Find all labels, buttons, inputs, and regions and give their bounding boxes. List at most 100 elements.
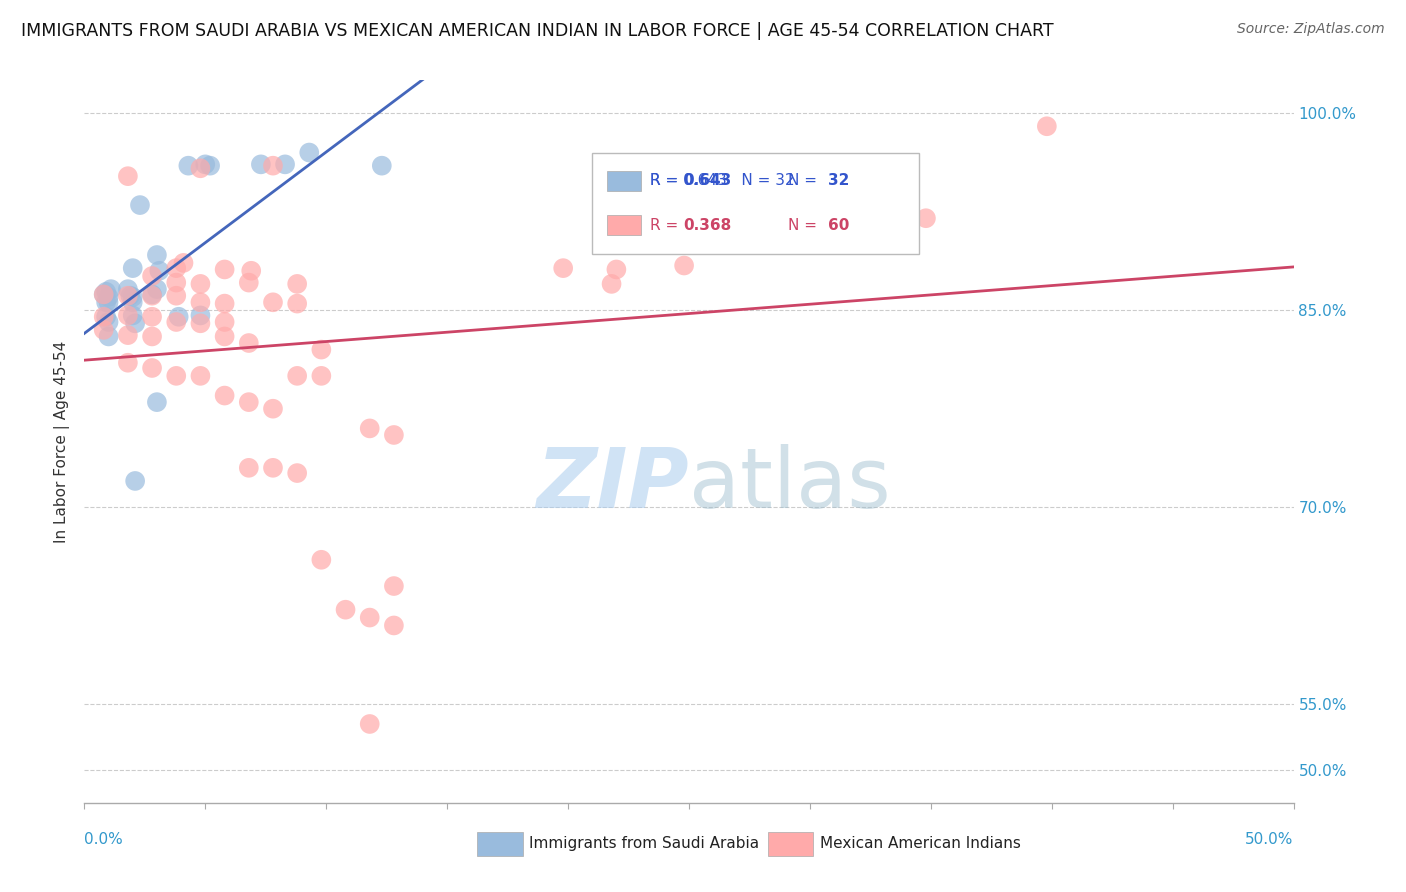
Point (167, 310, 190, 324)
Point (117, 282, 139, 296)
Text: 0.643: 0.643 (683, 173, 731, 188)
Point (141, 310, 163, 324)
Point (298, 145, 321, 160)
Point (198, 159, 221, 173)
Point (146, 282, 169, 296)
Point (121, 295, 143, 310)
Point (148, 264, 170, 278)
Text: Mexican American Indians: Mexican American Indians (820, 837, 1021, 852)
Point (94, 285, 117, 299)
Point (190, 295, 212, 310)
Point (117, 289, 139, 303)
Text: ZIP: ZIP (536, 444, 689, 525)
Point (124, 316, 146, 330)
Point (371, 159, 394, 173)
Text: N =: N = (789, 173, 823, 188)
Point (311, 368, 333, 383)
Point (190, 277, 212, 291)
Point (262, 460, 284, 475)
Point (359, 421, 381, 435)
Point (117, 356, 139, 370)
Text: R = 0.643   N = 32: R = 0.643 N = 32 (650, 173, 794, 188)
Point (117, 169, 139, 184)
Point (238, 460, 260, 475)
Point (121, 290, 143, 304)
Point (97, 295, 120, 310)
Point (117, 309, 139, 323)
Point (177, 159, 200, 173)
Point (214, 388, 236, 402)
Point (285, 277, 308, 291)
Point (240, 264, 263, 278)
Point (121, 261, 143, 276)
Point (673, 259, 696, 273)
Point (146, 248, 169, 262)
Text: Source: ZipAtlas.com: Source: ZipAtlas.com (1237, 22, 1385, 37)
Point (214, 329, 236, 343)
Text: 0.0%: 0.0% (84, 831, 124, 847)
Point (250, 157, 273, 171)
Point (121, 309, 143, 323)
Point (97, 290, 120, 304)
Point (93, 323, 115, 337)
FancyBboxPatch shape (592, 153, 918, 253)
Point (190, 316, 212, 330)
Point (262, 159, 284, 173)
Point (173, 256, 195, 270)
Point (97, 329, 120, 343)
Point (285, 296, 308, 310)
Point (141, 287, 163, 301)
Point (94, 295, 117, 310)
Point (382, 618, 405, 632)
Text: 50.0%: 50.0% (1246, 831, 1294, 847)
Point (165, 368, 187, 383)
Point (915, 211, 938, 226)
Point (553, 261, 575, 276)
Point (214, 262, 236, 277)
Point (238, 336, 260, 351)
Point (238, 395, 260, 409)
Point (262, 401, 284, 416)
Point (146, 395, 169, 409)
Point (190, 309, 212, 323)
Point (678, 198, 700, 212)
Text: Immigrants from Saudi Arabia: Immigrants from Saudi Arabia (529, 837, 759, 852)
Point (262, 295, 284, 310)
Point (214, 296, 236, 310)
Point (120, 289, 142, 303)
Point (311, 343, 333, 357)
Y-axis label: In Labor Force | Age 45-54: In Labor Force | Age 45-54 (55, 341, 70, 542)
Point (141, 289, 163, 303)
Point (311, 553, 333, 567)
Point (100, 282, 122, 296)
Point (605, 262, 627, 277)
Point (382, 579, 405, 593)
Point (1036, 120, 1059, 134)
Text: IMMIGRANTS FROM SAUDI ARABIA VS MEXICAN AMERICAN INDIAN IN LABOR FORCE | AGE 45-: IMMIGRANTS FROM SAUDI ARABIA VS MEXICAN … (21, 22, 1053, 40)
Point (335, 603, 357, 617)
Point (129, 198, 152, 212)
Bar (478, 832, 523, 855)
Point (190, 161, 212, 176)
Text: 32: 32 (828, 173, 849, 188)
Text: 60: 60 (828, 218, 849, 233)
Point (214, 315, 236, 329)
Point (93, 287, 115, 301)
Point (117, 328, 139, 343)
Point (285, 368, 308, 383)
Point (165, 315, 187, 329)
Point (124, 474, 146, 488)
Point (194, 157, 217, 171)
Point (141, 329, 163, 343)
Point (745, 210, 768, 224)
Text: 0.368: 0.368 (683, 218, 731, 233)
Bar (768, 832, 814, 855)
Point (165, 289, 187, 303)
Point (274, 157, 297, 171)
Text: R =: R = (650, 218, 683, 233)
Point (238, 276, 260, 290)
Point (600, 277, 623, 291)
Point (93, 287, 115, 301)
Point (97, 315, 120, 329)
Text: N =: N = (789, 218, 823, 233)
